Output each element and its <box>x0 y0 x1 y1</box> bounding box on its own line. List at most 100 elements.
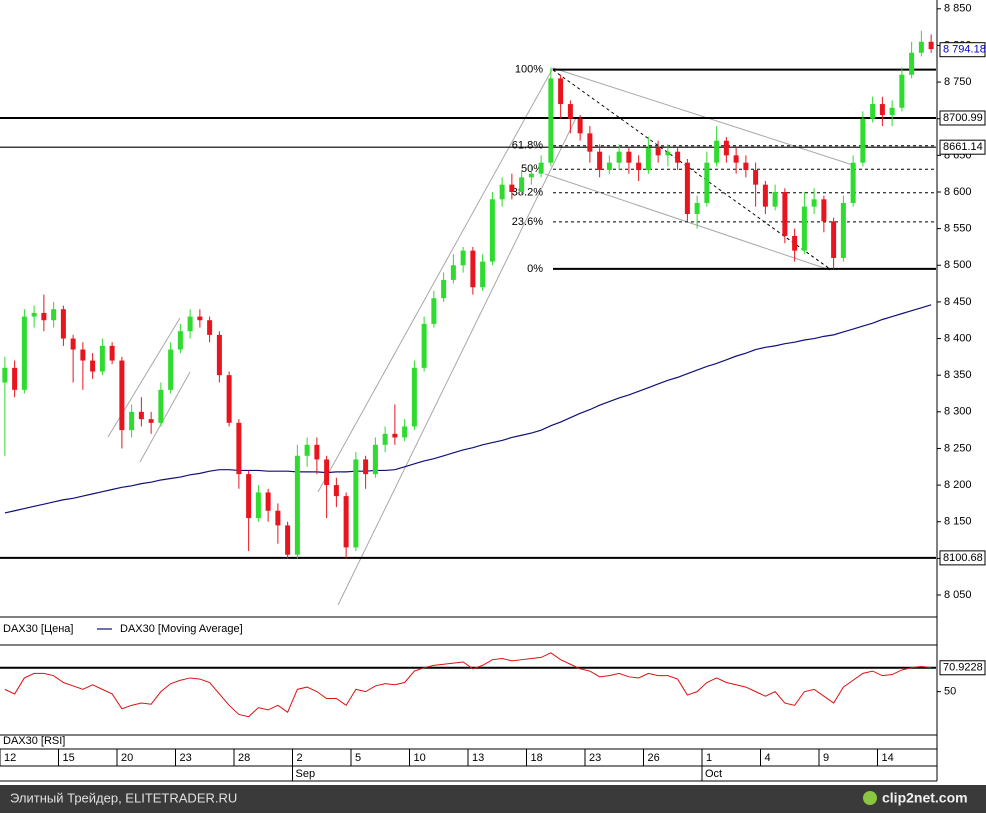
candle-body <box>762 184 768 207</box>
candle-body <box>831 221 837 258</box>
candle-body <box>528 173 534 178</box>
y-tick-label: 8 050 <box>944 589 972 601</box>
candle-body <box>333 485 339 497</box>
x-tick-label: 5 <box>355 752 361 764</box>
candle-body <box>177 331 183 350</box>
y-tick-label: 8 400 <box>944 332 972 344</box>
candle-body <box>372 444 378 475</box>
candle-body <box>304 444 310 456</box>
candle-body <box>421 323 427 368</box>
x-tick-label: 13 <box>472 752 484 764</box>
candle-body <box>489 199 495 262</box>
candle-body <box>158 389 164 423</box>
x-tick-label: 28 <box>238 752 250 764</box>
candle-body <box>753 170 759 185</box>
candle-body <box>694 202 700 214</box>
x-tick-label: 14 <box>882 752 894 764</box>
month-label: Oct <box>705 768 722 780</box>
candle-body <box>587 133 593 152</box>
trend-line <box>337 117 577 606</box>
candle-body <box>236 422 242 475</box>
candle-body <box>187 316 193 332</box>
candle-body <box>928 41 934 50</box>
candle-body <box>577 118 583 134</box>
candle-body <box>548 78 554 163</box>
candle-body <box>226 375 232 423</box>
candle-body <box>314 444 320 460</box>
candle-body <box>782 191 788 236</box>
rsi-level-label: 70.9228 <box>943 662 983 674</box>
candle-body <box>470 250 476 288</box>
candle-body <box>2 367 8 383</box>
candle-body <box>801 206 807 251</box>
candle-body <box>80 349 86 361</box>
x-tick-label: 26 <box>648 752 660 764</box>
candle-body <box>460 250 466 266</box>
candle-body <box>60 309 66 339</box>
x-tick-label: 23 <box>589 752 601 764</box>
fib-label: 100% <box>515 64 543 76</box>
candle-body <box>285 525 291 555</box>
candle-body <box>597 151 603 171</box>
y-tick-label: 8 750 <box>944 76 972 88</box>
candle-body <box>558 78 564 105</box>
candle-body <box>879 104 885 116</box>
candle-body <box>431 298 437 324</box>
x-tick-label: 18 <box>531 752 543 764</box>
candle-body <box>343 496 349 548</box>
candle-body <box>860 118 866 163</box>
last-price-box <box>939 42 986 58</box>
candle-body <box>909 52 915 75</box>
candle-body <box>216 334 222 376</box>
candle-body <box>138 411 144 420</box>
x-tick-label: 12 <box>4 752 16 764</box>
candle-body <box>275 510 281 526</box>
x-tick-label: 20 <box>121 752 133 764</box>
price-box <box>939 139 986 155</box>
candle-body <box>616 151 622 163</box>
x-tick-label: 10 <box>414 752 426 764</box>
rsi-tick-label: 50 <box>944 686 956 698</box>
candle-body <box>324 459 330 486</box>
y-tick-label: 8 200 <box>944 479 972 491</box>
candle-body <box>402 426 408 438</box>
candle-body <box>441 279 447 299</box>
candle-body <box>246 474 252 519</box>
candle-body <box>148 419 154 423</box>
legend-label: DAX30 [Цена] <box>3 623 73 635</box>
fib-label: 23.6% <box>512 216 543 228</box>
price-box <box>939 550 986 566</box>
y-tick-label: 8 450 <box>944 296 972 308</box>
candle-body <box>733 155 739 163</box>
candle-body <box>509 184 515 192</box>
candle-body <box>90 360 96 372</box>
candle-body <box>519 177 525 192</box>
trend-line <box>317 67 554 493</box>
legend-label: DAX30 [Moving Average] <box>120 623 243 635</box>
candle-body <box>294 455 300 555</box>
price-box <box>939 110 986 126</box>
candle-body <box>645 148 651 171</box>
candle-body <box>109 345 115 361</box>
candle-body <box>665 151 671 156</box>
x-tick-label: 1 <box>706 752 712 764</box>
candle-body <box>353 459 359 548</box>
candle-body <box>899 74 905 108</box>
last-price-label: 8 794.18 <box>943 44 986 56</box>
candle-body <box>743 162 749 171</box>
y-tick-label: 8 150 <box>944 516 972 528</box>
x-tick-label: 4 <box>765 752 771 764</box>
rsi-level-box <box>939 660 986 676</box>
candle-body <box>382 433 388 445</box>
candle-body <box>70 338 76 350</box>
candle-body <box>675 151 681 163</box>
rsi-line <box>4 652 932 718</box>
candle-body <box>704 162 710 203</box>
month-label: Sep <box>296 768 316 780</box>
candle-body <box>119 360 125 431</box>
logo: clip2net.com <box>882 790 968 806</box>
candle-body <box>684 162 690 214</box>
footer-bar <box>0 785 986 813</box>
